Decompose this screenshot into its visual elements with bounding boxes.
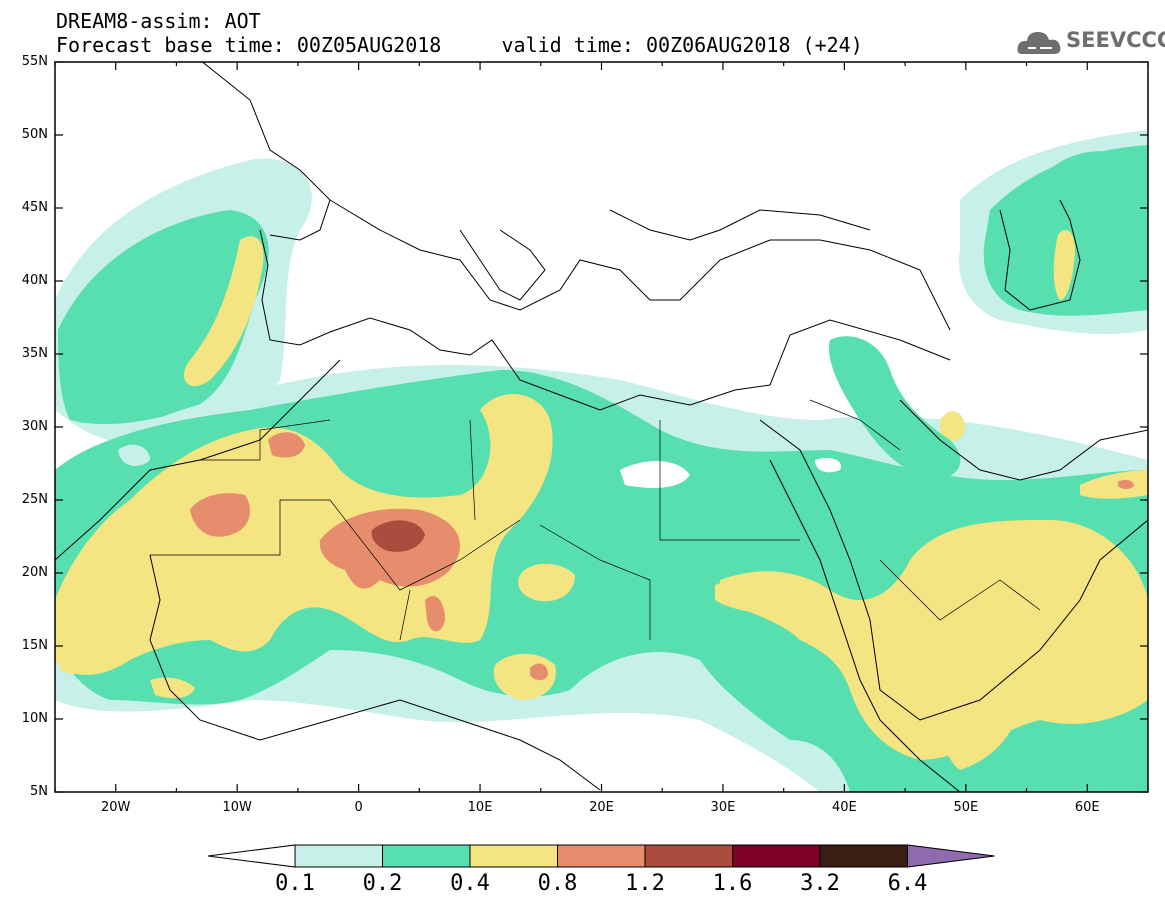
- aot-region-iraq-01: [829, 336, 961, 480]
- cloud-icon: [1017, 32, 1061, 54]
- colorbar-level-label: 1.6: [712, 871, 753, 896]
- aot-region-orange-05: [530, 663, 548, 681]
- lon-tick-label: 20E: [589, 800, 614, 815]
- lon-tick-label: 10E: [467, 800, 493, 815]
- aot-region-arabia-04: [1080, 470, 1148, 499]
- aot-region-atlantic-03: [183, 236, 264, 387]
- aot-region-libya-01: [620, 460, 690, 488]
- aot-region-orange-06: [1118, 479, 1134, 489]
- aot-region-arabia-03: [940, 411, 965, 442]
- colorbar-box: [644, 844, 733, 868]
- colorbar-box: [469, 844, 558, 868]
- lon-tick-label: 10W: [222, 800, 252, 815]
- colorbar-box: [819, 844, 908, 868]
- lat-tick-label: 40N: [21, 273, 48, 288]
- seevccc-logo: SEEVCCC: [1016, 24, 1165, 58]
- country-borders: [150, 399, 1041, 641]
- lat-tick-label: 10N: [21, 711, 48, 726]
- colorbar-box: [294, 844, 383, 868]
- map-title: DREAM8-assim: AOT: [56, 9, 261, 33]
- colorbar-level-label: 3.2: [800, 871, 840, 896]
- lat-tick-label: 55N: [21, 54, 48, 69]
- aot-region-sudan-01: [715, 578, 818, 615]
- lon-tick-label: 0: [354, 800, 363, 815]
- lat-tick-label: 35N: [21, 346, 48, 361]
- aot-region-orange-01: [190, 493, 250, 537]
- lon-tick-label: 20W: [101, 800, 131, 815]
- aot-region-orange-02: [268, 432, 305, 458]
- lon-tick-label: 30E: [710, 800, 736, 815]
- colorbar-level-label: 0.1: [275, 871, 315, 896]
- colorbar-upper-triangle: [907, 844, 995, 868]
- logo-text: SEEVCCC: [1066, 28, 1165, 52]
- aot-region-mauritania-02: [55, 616, 95, 674]
- aot-region-sudan-02: [939, 693, 1020, 770]
- forecast-time-subtitle: Forecast base time: 00Z05AUG2018 valid t…: [56, 33, 863, 57]
- colorbar-box: [732, 844, 821, 868]
- colorbar-level-label: 0.4: [450, 871, 490, 896]
- aot-region-dark-01: [371, 520, 425, 552]
- colorbar-box: [382, 844, 471, 868]
- lon-tick-label: 60E: [1074, 800, 1100, 815]
- colorbar-level-label: 0.8: [537, 871, 578, 896]
- lat-tick-label: 30N: [21, 419, 48, 434]
- lat-tick-label: 15N: [21, 638, 48, 653]
- colorbar-level-label: 6.4: [887, 871, 928, 896]
- aot-region-caspian-03: [1053, 230, 1075, 300]
- lat-tick-label: 50N: [21, 127, 48, 142]
- colorbar-lower-triangle: [207, 844, 296, 868]
- aot-region-libya-02: [815, 458, 841, 473]
- lat-tick-label: 20N: [21, 565, 48, 580]
- aot-region-arabia-01: [720, 520, 1148, 760]
- aot-contours: [55, 62, 1148, 792]
- colorbar-level-label: 1.2: [625, 871, 665, 896]
- aot-region-libya-03: [118, 444, 150, 466]
- colorbar-box: [557, 844, 646, 868]
- aot-region-senegal-01: [150, 677, 195, 699]
- lon-tick-label: 40E: [831, 800, 857, 815]
- lat-tick-label: 25N: [21, 492, 48, 507]
- coastlines: [55, 62, 1148, 792]
- aot-region-chad-02: [518, 563, 575, 602]
- colorbar-level-label: 0.2: [362, 871, 403, 896]
- lat-tick-label: 5N: [30, 784, 48, 799]
- aot-region-orange-04: [425, 596, 445, 632]
- colorbar: [207, 844, 995, 868]
- axis-ticks: [54, 61, 1149, 793]
- aot-region-caspian-04: [1050, 151, 1130, 185]
- lon-tick-label: 50E: [953, 800, 979, 815]
- lat-tick-label: 45N: [21, 200, 48, 215]
